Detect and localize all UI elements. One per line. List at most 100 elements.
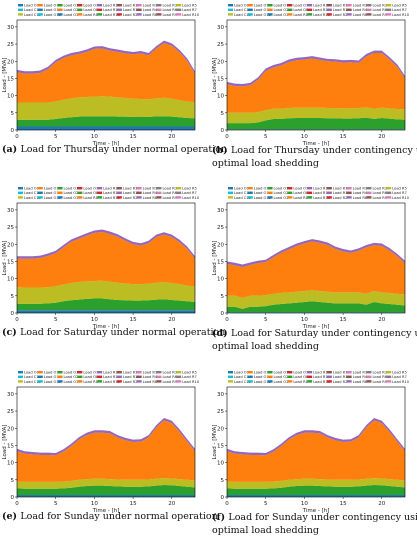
legend-swatch — [267, 191, 273, 194]
legend-label: Load R4 — [353, 375, 368, 379]
legend-swatch — [97, 191, 103, 194]
legend-swatch — [116, 191, 122, 194]
legend-swatch — [97, 380, 103, 383]
legend-label: Load R10 — [313, 187, 331, 191]
legend-label: Load O13 — [254, 187, 271, 191]
legend-swatch — [326, 196, 332, 199]
legend-swatch — [97, 4, 103, 7]
legend-label: Load R8 — [143, 13, 158, 17]
y-tick-label: 5 — [11, 478, 15, 484]
legend-swatch — [366, 380, 372, 383]
x-tick-label: 0 — [15, 501, 19, 507]
y-tick-label: 30 — [7, 25, 14, 31]
y-tick-label: 30 — [7, 208, 14, 214]
legend-label: Load R6 — [372, 375, 387, 379]
legend-label: Load R11 — [313, 375, 330, 379]
legend-swatch — [136, 187, 142, 190]
y-tick-label: 0 — [11, 495, 15, 501]
legend-swatch — [77, 380, 83, 383]
chart-panel-5: 0 5 10 15 20 25 30 0 5 10 15 20 Time - [h] Load - [MV… — [2, 371, 218, 522]
legend-label: Load R1 — [293, 196, 308, 200]
legend-swatch — [57, 375, 63, 378]
legend-label: Load R10 — [182, 380, 200, 384]
legend-label: Load R8 — [353, 380, 368, 384]
legend-swatch — [77, 196, 83, 199]
legend-swatch — [307, 196, 313, 199]
legend-label: Load O10 — [274, 371, 292, 375]
chart-panel-3: 0 5 10 15 20 25 30 0 5 10 15 20 Time - [h] Load - [MV… — [2, 187, 225, 338]
legend-swatch — [18, 13, 23, 16]
caption-line: optimal load shedding — [212, 525, 319, 536]
legend-label: Load R7 — [392, 375, 407, 379]
y-tick-label: 20 — [7, 426, 14, 432]
legend-label: Load R13 — [103, 380, 120, 384]
legend-label: Load C12 — [234, 196, 251, 200]
legend-label: Load R6 — [162, 191, 177, 195]
y-tick-label: 30 — [7, 392, 14, 398]
legend-label: Load O12 — [254, 380, 271, 384]
legend-swatch — [247, 8, 253, 11]
legend-swatch — [326, 4, 332, 7]
x-tick-label: 20 — [378, 134, 385, 140]
legend-swatch — [386, 13, 392, 16]
legend-swatch — [116, 4, 122, 7]
x-tick-label: 20 — [378, 317, 385, 323]
legend-label: Load O2 — [274, 8, 289, 12]
legend-label: Load R9 — [162, 380, 177, 384]
legend-label: Load O10 — [274, 187, 292, 191]
legend-label: Load O3 — [274, 380, 289, 384]
legend-label: Load R9 — [162, 196, 177, 200]
legend-label: Load C14 — [24, 375, 42, 379]
legend-label: Load R3 — [372, 371, 387, 375]
legend-label: Load R13 — [103, 13, 120, 17]
legend-swatch — [267, 4, 273, 7]
legend-label: Load R9 — [372, 380, 387, 384]
legend-label: Load R11 — [333, 187, 350, 191]
legend-swatch — [77, 191, 83, 194]
chart-caption: (d) Load for Saturday under contingency … — [212, 328, 417, 352]
legend-label: Load R14 — [353, 4, 371, 8]
legend-swatch — [346, 8, 352, 11]
x-tick-label: 15 — [130, 317, 137, 323]
x-axis-label: Time - [h] — [302, 141, 330, 147]
legend-label: Load R12 — [333, 191, 350, 195]
legend-label: Load O10 — [64, 4, 82, 8]
legend-label: Load R3 — [162, 4, 177, 8]
legend-swatch — [156, 191, 162, 194]
legend-swatch — [247, 191, 253, 194]
legend-swatch — [366, 191, 372, 194]
legend-swatch — [176, 375, 182, 378]
legend-swatch — [37, 4, 43, 7]
x-tick-label: 15 — [130, 134, 137, 140]
legend-label: Load R3 — [162, 371, 177, 375]
legend-swatch — [326, 187, 332, 190]
legend-swatch — [287, 8, 293, 11]
y-tick-label: 25 — [7, 409, 14, 415]
legend-label: Load R4 — [143, 8, 158, 12]
y-tick-label: 10 — [7, 461, 14, 467]
legend-label: Load O12 — [254, 13, 271, 17]
legend-label: Load R6 — [372, 191, 387, 195]
legend-swatch — [228, 187, 233, 190]
legend-label: Load R9 — [372, 196, 387, 200]
legend-label: Load R12 — [123, 191, 140, 195]
y-tick-label: 0 — [11, 311, 15, 317]
legend-swatch — [116, 380, 122, 383]
legend-label: Load O8 — [83, 191, 99, 195]
legend-swatch — [37, 13, 43, 16]
legend-swatch — [346, 187, 352, 190]
chart-caption: (a) Load for Thursday under normal opera… — [2, 144, 227, 155]
legend-label: Load C12 — [234, 13, 251, 17]
y-tick-label: 5 — [11, 111, 15, 117]
legend-label: Load O7 — [83, 371, 98, 375]
legend-swatch — [37, 8, 43, 11]
legend-label: Load R13 — [103, 196, 120, 200]
x-tick-label: 10 — [301, 317, 308, 323]
legend-swatch — [326, 8, 332, 11]
legend-swatch — [228, 196, 233, 199]
legend-label: Load R4 — [353, 191, 368, 195]
x-tick-label: 10 — [91, 501, 98, 507]
y-axis-label: Load - [MVA] — [2, 58, 8, 93]
legend-label: Load R1 — [293, 380, 308, 384]
legend-label: Load R7 — [182, 191, 197, 195]
